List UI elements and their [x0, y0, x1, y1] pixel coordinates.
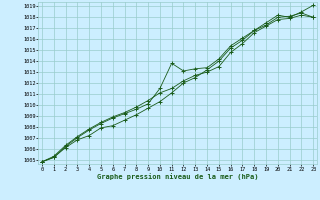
X-axis label: Graphe pression niveau de la mer (hPa): Graphe pression niveau de la mer (hPa) [97, 173, 258, 180]
